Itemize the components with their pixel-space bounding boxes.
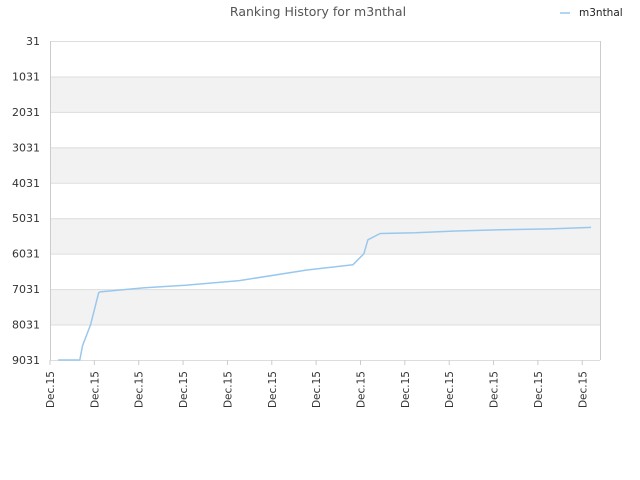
x-axis-ticks: Dec.15 Dec.15 Dec.15 Dec.15 Dec.15 Dec.15 Dec.… [45,360,589,408]
series-group [58,226,592,361]
y-axis-ticks: 31 1031 2031 3031 4031 5031 6031 7031 8031 9031 [12,35,40,367]
x-tick-label: Dec.15 [577,371,589,408]
y-tick-label: 5031 [12,212,40,225]
legend[interactable]: m3nthal [560,7,623,19]
x-tick-label: Dec.15 [355,371,367,408]
plot-band [50,218,600,254]
x-tick-label: Dec.15 [444,371,456,408]
y-tick-label: 3031 [12,141,40,154]
plot-bands [50,76,600,325]
plot-band [50,76,600,112]
x-tick-label: Dec.15 [45,371,57,408]
chart-title: Ranking History for m3nthal [230,4,406,19]
x-tick-label: Dec.15 [89,371,101,408]
plot-band [50,289,600,325]
x-tick-label: Dec.15 [533,371,545,408]
x-tick-label: Dec.15 [489,371,501,408]
y-tick-label: 9031 [12,354,40,367]
y-tick-label: 31 [26,35,40,48]
y-tick-label: 8031 [12,319,40,332]
x-tick-label: Dec.15 [222,371,234,408]
legend-label: m3nthal [579,7,623,19]
y-tick-label: 2031 [12,106,40,119]
y-tick-label: 4031 [12,177,40,190]
x-tick-label: Dec.15 [267,371,279,408]
x-tick-label: Dec.15 [134,371,146,408]
x-tick-label: Dec.15 [178,371,190,408]
grid-lines [50,41,601,361]
series-line-m3nthal [58,226,592,361]
y-tick-label: 7031 [12,283,40,296]
x-tick-label: Dec.15 [311,371,323,408]
y-tick-label: 1031 [12,70,40,83]
x-tick-label: Dec.15 [400,371,412,408]
plot-band [50,147,600,183]
y-tick-label: 6031 [12,248,40,261]
